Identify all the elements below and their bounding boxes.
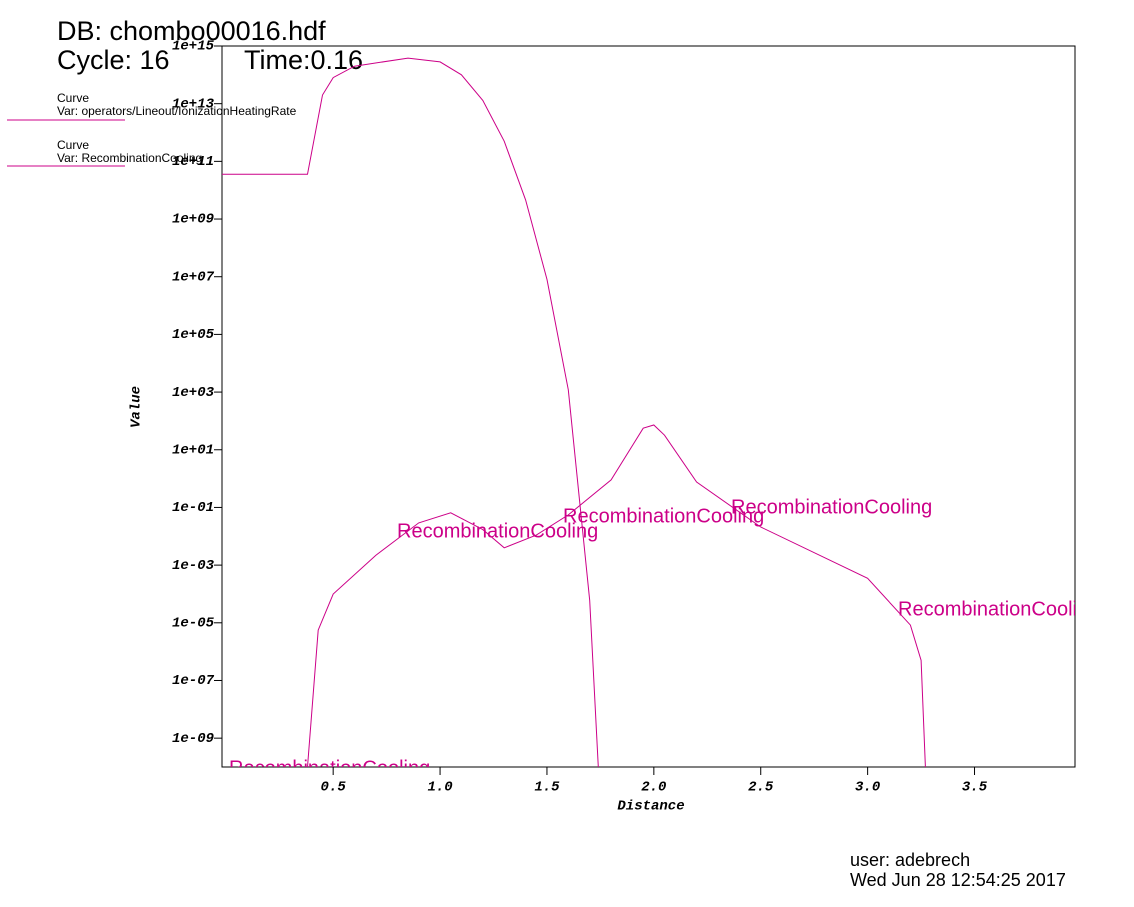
title: DB: chombo00016.hdf [57, 16, 326, 46]
curve-label: RecombinationCooling [731, 496, 932, 518]
y-tick-label: 1e+15 [172, 39, 215, 55]
legend-title: Curve [57, 91, 89, 105]
legend-entry: Var: RecombinationCooling [57, 151, 202, 165]
x-tick-label: 0.5 [321, 780, 347, 796]
legend-title: Curve [57, 138, 89, 152]
x-tick-label: 1.0 [427, 780, 452, 796]
y-tick-label: 1e+07 [172, 269, 215, 285]
plot-frame [221, 45, 1076, 768]
curves: RecombinationCoolingRecombinationCooling… [222, 57, 1099, 779]
x-axis-label: Distance [617, 799, 684, 815]
user: user: adebrech [850, 850, 970, 870]
x-tick-label: 2.0 [641, 780, 666, 796]
y-tick-label: 1e-01 [172, 500, 214, 516]
y-tick-label: 1e+09 [172, 212, 214, 228]
curve-label: RecombinationCooling [229, 757, 430, 779]
curve [307, 424, 926, 767]
curve-label: RecombinationCooling [563, 505, 764, 527]
curve-label: RecombinationCooling [397, 520, 598, 542]
legend-entry: Var: operators/Lineout/IonizationHeating… [57, 104, 297, 118]
y-axis-label: Value [129, 386, 145, 428]
y-tick-label: 1e+05 [172, 327, 215, 343]
y-tick-label: 1e-09 [172, 731, 214, 747]
cycle: Cycle: 16 [57, 45, 170, 75]
y-tick-label: 1e+01 [172, 442, 214, 458]
y-tick-label: 1e+11 [172, 154, 214, 170]
curve-label: RecombinationCooling [898, 598, 1099, 620]
y-tick-label: 1e+03 [172, 385, 215, 401]
y-tick-label: 1e-03 [172, 558, 215, 574]
date: Wed Jun 28 12:54:25 2017 [850, 870, 1066, 890]
x-tick-label: 2.5 [748, 780, 774, 796]
y-tick-label: 1e+13 [172, 96, 215, 112]
y-tick-label: 1e-05 [172, 616, 215, 632]
x-tick-label: 3.5 [962, 780, 988, 796]
x-tick-label: 3.0 [855, 780, 880, 796]
x-tick-label: 1.5 [534, 780, 560, 796]
time: Time:0.16 [244, 45, 363, 75]
curve [222, 57, 599, 767]
y-tick-label: 1e-07 [172, 673, 215, 689]
